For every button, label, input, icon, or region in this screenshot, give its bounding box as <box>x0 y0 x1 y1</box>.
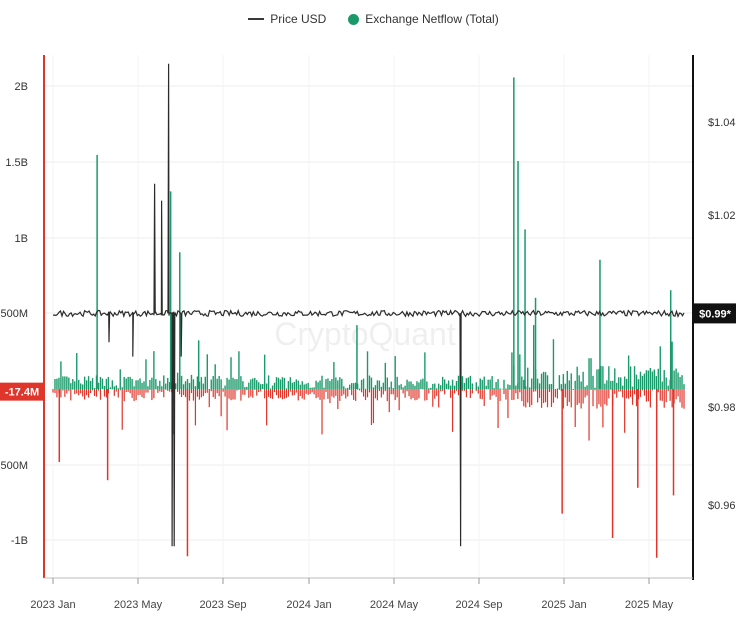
left-current-value-badge <box>0 382 44 401</box>
netflow-bars <box>52 77 685 558</box>
left-axis-tick-label: 1B <box>15 233 28 245</box>
right-axis-tick-label: $0.96 <box>708 500 736 512</box>
right-axis-tick-label: $1.02 <box>708 210 736 222</box>
right-current-value-badge <box>694 303 736 324</box>
axes: 2B 1.5B 1B 500M -500M -1B -17.4M $1.04 $1.02 $0.9… <box>0 55 736 611</box>
grid-lines <box>44 55 693 578</box>
x-axis-tick-label: 2024 Jan <box>286 599 331 611</box>
price-series <box>52 63 685 547</box>
legend-label-price: Price USD <box>270 12 327 26</box>
price-line <box>52 63 685 547</box>
left-axis-tick-label: -500M <box>0 460 28 472</box>
x-axis-tick-label: 2023 Jan <box>30 599 75 611</box>
x-axis-tick-label: 2025 May <box>625 599 674 611</box>
legend-item-netflow[interactable]: Exchange Netflow (Total) <box>348 12 499 26</box>
right-axis-tick-label: $0.98 <box>708 402 736 414</box>
dot-marker-icon <box>348 13 360 25</box>
line-marker-icon <box>248 18 265 20</box>
left-axis-tick-label: -1B <box>11 535 28 547</box>
x-axis-tick-label: 2025 Jan <box>541 599 586 611</box>
right-axis-tick-label: $1.04 <box>708 117 736 129</box>
legend-label-netflow: Exchange Netflow (Total) <box>365 12 499 26</box>
right-current-value-label: $0.99* <box>699 308 732 320</box>
x-axis-tick-label: 2024 Sep <box>455 599 502 611</box>
x-axis-tick-label: 2024 May <box>370 599 419 611</box>
watermark: CryptoQuant <box>274 316 456 352</box>
chart-legend: Price USD Exchange Netflow (Total) <box>0 12 747 26</box>
legend-item-price[interactable]: Price USD <box>248 12 326 26</box>
x-axis-tick-label: 2023 May <box>114 599 163 611</box>
x-axis-tick-label: 2023 Sep <box>199 599 246 611</box>
left-axis-tick-label: 500M <box>0 308 28 320</box>
left-current-value-label: -17.4M <box>5 387 39 399</box>
left-axis-tick-label: 2B <box>15 81 28 93</box>
left-axis-tick-label: 1.5B <box>5 157 28 169</box>
